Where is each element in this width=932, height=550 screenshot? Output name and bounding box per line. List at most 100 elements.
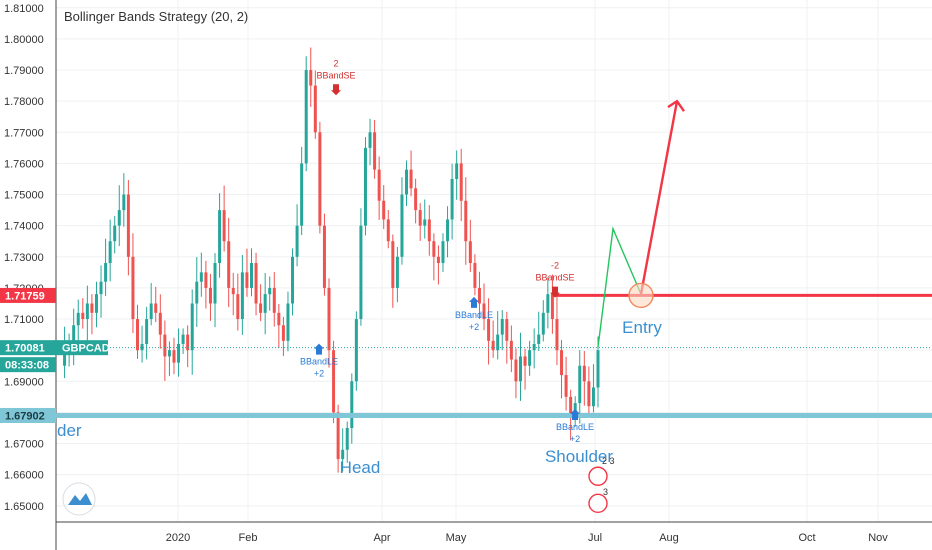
candle-body	[363, 147, 367, 226]
annotation-entry: Entry	[622, 318, 662, 337]
signal-long_3[interactable]: BBandLE +2	[556, 408, 594, 444]
candle-body	[487, 319, 491, 341]
grid	[56, 0, 932, 522]
countdown-label: 08:33:08	[0, 357, 56, 373]
candle-body	[104, 263, 108, 282]
candle-body	[546, 294, 550, 313]
candle-body	[313, 85, 317, 133]
candle-body	[240, 272, 244, 320]
candle-body	[195, 281, 199, 304]
candle-body	[432, 241, 436, 257]
candle-body	[249, 263, 253, 288]
candle-body	[286, 303, 290, 341]
event-badge-flag[interactable]: 2 3	[588, 456, 615, 486]
x-tick-label: Feb	[239, 532, 258, 544]
candle-body	[204, 272, 208, 288]
signal-name: BBandSE	[316, 70, 355, 80]
candle-body	[482, 303, 486, 320]
candle-body	[500, 319, 504, 335]
candle-body	[496, 334, 500, 351]
candle-body	[149, 303, 153, 320]
x-tick-label: Nov	[868, 532, 888, 544]
candle-body	[108, 241, 112, 264]
candle-body	[427, 219, 431, 242]
candle-body	[304, 70, 308, 164]
last-price-label: 1.70081 GBPCAD	[0, 340, 110, 356]
candle-body	[136, 319, 140, 351]
candle-body	[541, 312, 545, 335]
x-tick-label: Oct	[798, 532, 815, 544]
candle-body	[145, 319, 149, 344]
candle-body	[318, 132, 322, 226]
candle-body	[578, 365, 582, 404]
candle-body	[199, 272, 203, 282]
signal-long_1[interactable]: BBandLE +2	[300, 343, 338, 379]
candle-body	[436, 256, 440, 264]
candle-body	[181, 334, 185, 344]
candle-body	[327, 287, 331, 351]
candle-body	[400, 194, 404, 257]
annotation-right-shoulder: Shoulder	[545, 447, 613, 466]
candle-body	[268, 287, 272, 295]
y-tick-label: 1.81000	[4, 3, 44, 15]
x-axis: 2020 Feb Apr May Jul Aug Oct Nov	[166, 532, 889, 544]
candle-body	[591, 387, 595, 407]
annotation-left-shoulder: der	[57, 421, 82, 440]
candle-body	[368, 132, 372, 148]
candle-body	[81, 312, 85, 320]
candle-body	[418, 210, 422, 226]
arrow-down-icon	[331, 84, 341, 96]
candle-body	[446, 219, 450, 242]
y-tick-label: 1.67000	[4, 439, 44, 451]
signal-name: BBandLE	[556, 422, 594, 432]
candle-body	[468, 241, 472, 264]
entry-circle[interactable]	[628, 282, 654, 309]
candle-body	[140, 343, 144, 351]
candle-body	[208, 287, 212, 304]
chart-title: Bollinger Bands Strategy (20, 2)	[64, 9, 248, 24]
candle-body	[254, 263, 258, 304]
tradingview-logo[interactable]	[62, 482, 96, 516]
y-tick-label: 1.79000	[4, 65, 44, 77]
candle-body	[491, 340, 495, 351]
y-tick-label: 1.71000	[4, 314, 44, 326]
projection-green-path[interactable]	[597, 226, 642, 348]
x-tick-label: Apr	[373, 532, 390, 544]
candle-body	[163, 334, 167, 357]
candle-body	[405, 169, 409, 195]
candle-body	[154, 303, 158, 313]
candle-body	[76, 312, 80, 326]
candle-body	[72, 325, 76, 341]
cloud-icon	[68, 493, 92, 505]
candle-body	[359, 225, 363, 320]
candle-body	[569, 396, 573, 416]
signal-long_2[interactable]: BBandLE +2	[455, 296, 493, 332]
candle-body	[477, 287, 481, 304]
candle-body	[167, 350, 171, 357]
candle-body	[322, 225, 326, 288]
projection-red-arrow[interactable]	[639, 100, 679, 295]
candle-body	[382, 200, 386, 220]
event-badge-flag[interactable]: 3	[588, 487, 608, 514]
candle-body	[414, 188, 418, 211]
candle-body	[259, 303, 263, 313]
candle-body	[117, 210, 121, 226]
candle-body	[514, 359, 518, 382]
candle-body	[99, 281, 103, 295]
signal-short_2[interactable]: -2 BBandSE	[535, 261, 575, 298]
candle-body	[455, 163, 459, 179]
candle-body	[560, 350, 564, 376]
signal-short_1[interactable]: 2 BBandSE	[316, 58, 356, 96]
signals: 2 BBandSE BBandLE +2 BBandLE +2 -2 BBandSE BBand…	[300, 58, 594, 444]
candle-body	[518, 356, 522, 382]
y-tick-label: 1.69000	[4, 376, 44, 388]
candle-body	[564, 375, 568, 397]
candle-body	[464, 200, 468, 242]
candle-body	[550, 294, 554, 320]
candle-body	[113, 225, 117, 242]
candle-body	[213, 263, 217, 304]
candle-body	[90, 303, 94, 313]
candle-body	[345, 427, 349, 450]
candle-body	[555, 319, 559, 351]
